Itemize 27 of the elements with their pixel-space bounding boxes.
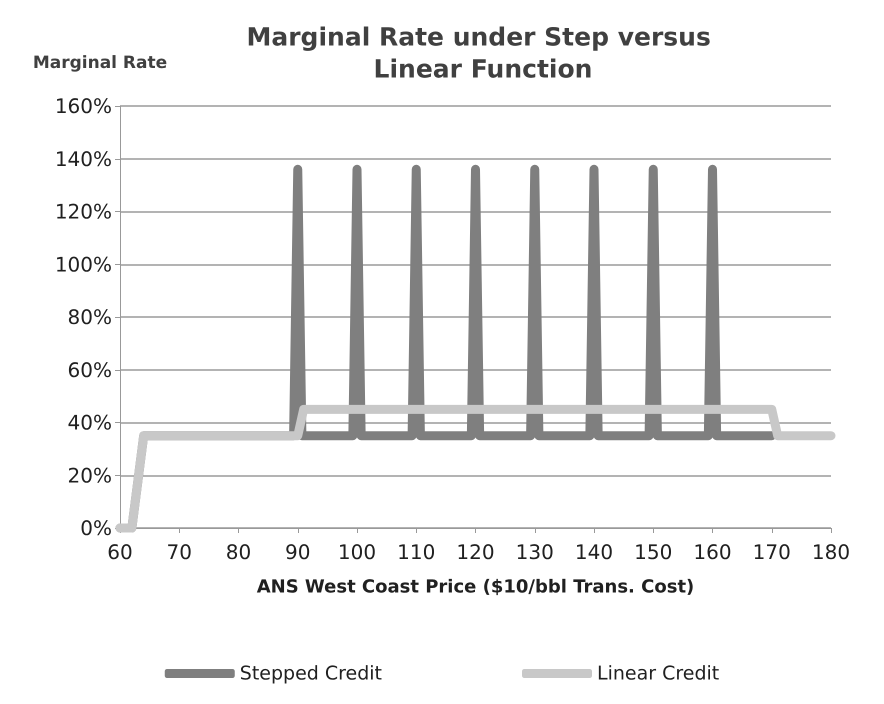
x-tick-label: 130 xyxy=(516,540,554,564)
y-tick-label: 60% xyxy=(68,358,112,382)
x-tick-label: 170 xyxy=(752,540,791,564)
x-tick-label: 160 xyxy=(693,540,732,564)
x-tick-label: 180 xyxy=(812,540,850,564)
x-tick-label: 140 xyxy=(574,540,614,564)
y-tick-label: 80% xyxy=(68,305,112,329)
x-axis-title: ANS West Coast Price ($10/bbl Trans. Cost) xyxy=(256,576,694,598)
y-tick-label: 40% xyxy=(68,410,112,434)
x-tick-label: 80 xyxy=(226,540,252,564)
y-axis-title: Marginal Rate xyxy=(32,53,168,73)
y-tick-label: 0% xyxy=(80,516,112,540)
y-tick-label: 120% xyxy=(54,200,112,224)
y-tick-label: 160% xyxy=(54,94,112,118)
chart-title: Marginal Rate under Step versus Linear Function xyxy=(246,22,720,84)
x-tick-label: 100 xyxy=(338,540,376,564)
legend-label: Linear Credit xyxy=(597,662,720,684)
x-tick-label: 70 xyxy=(166,540,192,564)
x-tick-label: 120 xyxy=(456,540,495,564)
legend-label: Stepped Credit xyxy=(240,662,382,684)
y-tick-label: 140% xyxy=(54,146,112,171)
x-tick-label: 90 xyxy=(285,540,310,564)
x-tick-label: 110 xyxy=(397,540,436,564)
x-tick-label: 60 xyxy=(107,540,133,564)
y-tick-label: 100% xyxy=(54,252,112,276)
x-tick-label: 150 xyxy=(634,540,672,564)
y-tick-label: 20% xyxy=(68,463,112,488)
